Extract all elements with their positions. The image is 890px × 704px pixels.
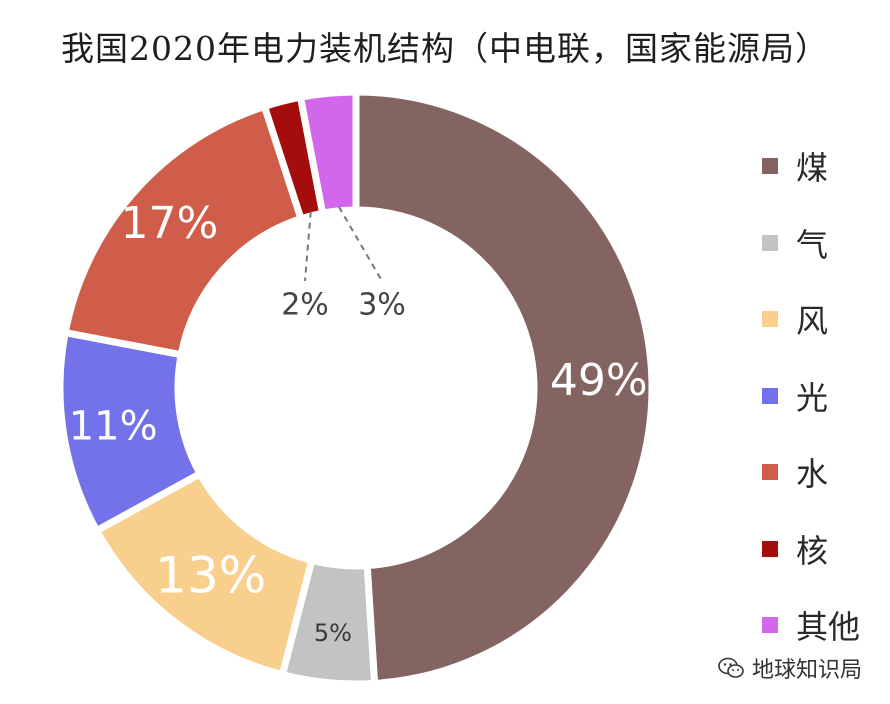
watermark: 地球知识局 (718, 652, 862, 684)
leader-line-6 (304, 211, 312, 282)
legend-label: 煤 (796, 149, 829, 188)
legend-label: 气 (796, 225, 829, 264)
legend-item: 水 (762, 434, 860, 511)
slice-1 (352, 88, 656, 688)
legend-swatch (762, 158, 778, 175)
leader-line-7 (338, 206, 383, 282)
slice-5 (61, 102, 306, 359)
legend-item: 煤 (762, 128, 860, 205)
chart-legend: 煤气风光水核其他 (762, 128, 860, 664)
data-label-4: 11% (69, 403, 158, 449)
leader-lines (304, 206, 383, 282)
legend-label: 风 (796, 302, 829, 341)
legend-item: 核 (762, 511, 860, 588)
legend-item: 其他 (762, 587, 860, 664)
data-label-3: 13% (155, 546, 266, 604)
legend-label: 其他 (796, 608, 861, 647)
legend-swatch (762, 234, 778, 251)
legend-swatch (762, 311, 778, 328)
donut-slices (56, 88, 656, 688)
legend-swatch (762, 464, 778, 481)
slice-7 (296, 88, 360, 218)
data-label-2: 5% (314, 619, 352, 647)
watermark-text: 地球知识局 (752, 658, 863, 683)
legend-swatch (762, 617, 778, 634)
data-label-5: 17% (120, 198, 218, 249)
legend-swatch (762, 540, 778, 557)
legend-label: 水 (796, 455, 829, 494)
chart-title: 我国2020年电力装机结构（中电联，国家能源局） (61, 29, 829, 68)
legend-item: 光 (762, 358, 860, 435)
legend-swatch (762, 387, 778, 404)
data-labels: 49% 5% 13% 11% 17% 2% 3% (69, 198, 648, 647)
data-label-6: 2% (281, 288, 329, 323)
wechat-icon (718, 657, 744, 679)
legend-label: 核 (796, 531, 829, 570)
data-label-1: 49% (550, 355, 648, 406)
legend-label: 光 (796, 378, 829, 417)
legend-item: 风 (762, 281, 860, 358)
data-label-7: 3% (358, 288, 406, 323)
legend-item: 气 (762, 205, 860, 282)
